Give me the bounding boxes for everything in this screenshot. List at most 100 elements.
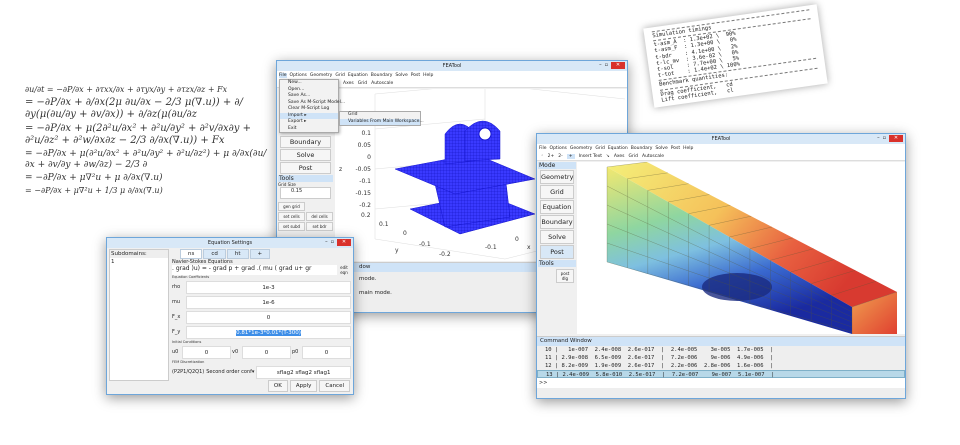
fem-shape-functions-input[interactable]: sflag2 sflag2 sflag1 (256, 365, 351, 379)
apply-button[interactable]: Apply (289, 380, 318, 392)
post-mode-button[interactable]: Post (280, 162, 331, 174)
grid-mode-button[interactable]: Grid (540, 185, 574, 199)
command-output-row: 10 | 1e-007 2.4e-008 2.6e-017 | 2.4e-005… (545, 347, 774, 353)
mu-input[interactable]: 1e-6 (186, 295, 351, 309)
menu-geometry[interactable]: Geometry (569, 145, 593, 151)
gen-grid-button[interactable]: gen grid (278, 202, 305, 211)
insert-text-button[interactable]: Insert Text (578, 153, 603, 159)
fx-input[interactable]: 0 (186, 310, 351, 324)
minimize-button[interactable]: – (877, 135, 880, 141)
close-button[interactable]: ✕ (337, 239, 351, 246)
v0-input[interactable]: 0 (242, 345, 291, 359)
subdomains-list[interactable]: Subdomains: 1 (109, 249, 169, 381)
maximize-button[interactable]: ▫ (604, 62, 608, 68)
u0-label: u0 (172, 349, 179, 355)
menu-boundary[interactable]: Boundary (630, 145, 653, 151)
grid-button[interactable]: Grid (628, 153, 638, 159)
menu-item-export[interactable]: Export ▸ (288, 119, 307, 124)
del-cells-button[interactable]: del cells (306, 212, 333, 221)
menu-item-save-as[interactable]: Save As... (288, 93, 311, 98)
post-mode-button[interactable]: Post (540, 245, 574, 259)
v0-label: v0 (232, 349, 239, 355)
axes-button[interactable]: Axes (343, 80, 354, 86)
tab-cd[interactable]: cd (203, 249, 226, 259)
cancel-button[interactable]: Cancel (319, 380, 350, 392)
menu-item-open[interactable]: Open... (288, 86, 305, 92)
boundary-mode-button[interactable]: Boundary (540, 215, 574, 229)
menu-help[interactable]: Help (423, 72, 434, 78)
menu-solve[interactable]: Solve (395, 72, 408, 78)
post-dlg-button[interactable]: post dlg (556, 269, 574, 283)
menu-item-new[interactable]: New... (288, 80, 302, 85)
axes-button[interactable]: Axes (613, 153, 625, 159)
mu-label: mu (172, 299, 181, 305)
equation-line: ∂u/∂t = −∂P/∂x + ∂τxx/∂x + ∂τyx/∂y + ∂τz… (25, 85, 228, 94)
menu-grid[interactable]: Grid (595, 145, 605, 151)
p0-input[interactable]: 0 (302, 345, 351, 359)
geometry-mode-button[interactable]: Geometry (540, 170, 574, 184)
minimize-button[interactable]: – (325, 239, 328, 245)
initial-conditions-label: Initial Conditions (172, 340, 202, 344)
menu-grid[interactable]: Grid (335, 72, 345, 78)
menu-post[interactable]: Post (670, 145, 681, 151)
equation-mode-button[interactable]: Equation (540, 200, 574, 214)
menu-item-import[interactable]: Import ▸ (280, 112, 338, 119)
mesh-line (647, 183, 689, 191)
solve-mode-button[interactable]: Solve (540, 230, 574, 244)
postprocessing-plot-3d[interactable] (577, 162, 905, 334)
menu-item-clear-log[interactable]: Clear M-Script Log (288, 106, 330, 111)
boundary-mode-button[interactable]: Boundary (280, 136, 331, 148)
rho-input[interactable]: 1e-3 (186, 280, 351, 294)
tab-add[interactable]: + (249, 249, 271, 259)
zoom-out-icon[interactable]: ◦ (541, 153, 544, 159)
command-input[interactable]: >> (537, 378, 905, 388)
menu-options[interactable]: Options (289, 72, 307, 78)
zoom-in-icon[interactable]: 2+ (547, 153, 555, 159)
autoscale-button[interactable]: Autoscale (371, 80, 394, 86)
autoscale-button[interactable]: Autoscale (641, 153, 665, 159)
close-button[interactable]: ✕ (611, 62, 625, 69)
set-cells-button[interactable]: set cells (278, 212, 305, 221)
menu-solve[interactable]: Solve (655, 145, 668, 151)
menu-file[interactable]: File (279, 72, 287, 78)
menu-item-save-mscript[interactable]: Save As M-Script Model... (288, 99, 346, 105)
fy-input[interactable]: 0.81*1e-3*0.01*(T-300) (186, 325, 351, 339)
subdomain-item[interactable]: 1 (111, 259, 115, 265)
equation-text: . grad )u) = - grad p + grad .( mu ( gra… (172, 265, 337, 275)
y-tick: -0.1 (419, 241, 431, 248)
close-button[interactable]: ✕ (889, 135, 903, 142)
cylinder-obstacle (702, 273, 772, 301)
dialog-title: Equation Settings (207, 240, 253, 246)
z-tick: -0.15 (355, 190, 371, 197)
minimize-button[interactable]: – (599, 62, 602, 68)
set-bdr-button[interactable]: set bdr (306, 222, 333, 231)
menu-help[interactable]: Help (683, 145, 694, 151)
menu-item-import-grid[interactable]: Grid (348, 112, 358, 117)
tab-ns[interactable]: ns (180, 249, 203, 259)
menu-geometry[interactable]: Geometry (309, 72, 333, 78)
edit-eqn-button[interactable]: edit eqn (340, 265, 348, 275)
mesh-line (627, 172, 668, 179)
menu-item-import-variables[interactable]: Variables From Main Workspace... (340, 118, 424, 125)
menu-item-exit[interactable]: Exit (288, 125, 297, 131)
grid-button[interactable]: Grid (357, 80, 368, 86)
fem-order-select[interactable]: Second order conf▾ (206, 369, 255, 375)
menu-file[interactable]: File (539, 145, 547, 151)
menu-post[interactable]: Post (410, 72, 421, 78)
menu-options[interactable]: Options (549, 145, 567, 151)
zoom-icon[interactable]: 2- (558, 153, 563, 159)
solve-mode-button[interactable]: Solve (280, 149, 331, 161)
menu-equation[interactable]: Equation (607, 145, 628, 151)
set-subd-button[interactable]: set subd (278, 222, 305, 231)
pan-icon[interactable]: + (566, 153, 575, 159)
menu-boundary[interactable]: Boundary (370, 72, 393, 78)
menu-equation[interactable]: Equation (347, 72, 368, 78)
grid-size-input[interactable]: 0.15 (280, 187, 331, 199)
maximize-button[interactable]: ▫ (330, 239, 334, 245)
x-tick: -0.1 (485, 244, 497, 251)
maximize-button[interactable]: ▫ (882, 135, 886, 141)
arrow-icon[interactable]: ↘ (606, 153, 610, 159)
ok-button[interactable]: OK (267, 380, 288, 392)
tab-ht[interactable]: ht (226, 249, 249, 259)
u0-input[interactable]: 0 (182, 345, 231, 359)
